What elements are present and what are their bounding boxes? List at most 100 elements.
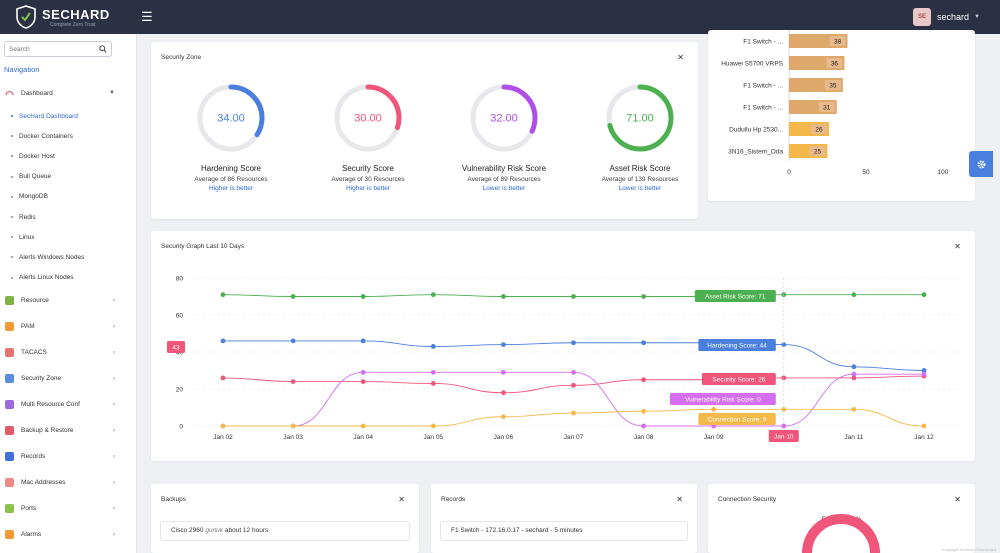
sidebar-item[interactable]: Records ›: [0, 444, 136, 470]
data-point[interactable]: [781, 375, 787, 381]
data-point[interactable]: [921, 423, 927, 429]
data-point[interactable]: [641, 294, 646, 299]
hamburger-menu-icon[interactable]: ☰: [141, 9, 153, 24]
data-point[interactable]: [571, 369, 576, 375]
data-point[interactable]: [290, 423, 296, 429]
data-point[interactable]: [290, 379, 296, 384]
list-item[interactable]: Cisco 2960 gurluk about 12 hours: [160, 521, 410, 541]
data-point[interactable]: [571, 410, 576, 416]
data-point[interactable]: [641, 340, 646, 346]
bullet-icon: [11, 195, 13, 198]
data-point[interactable]: [290, 338, 296, 344]
data-point[interactable]: [430, 369, 436, 375]
x-marker-label: Jan 10: [774, 434, 794, 441]
data-point[interactable]: [360, 338, 366, 344]
data-point[interactable]: [921, 368, 927, 373]
gauge-arc: [197, 84, 265, 152]
data-point[interactable]: [921, 292, 927, 298]
sidebar-item[interactable]: Ports ›: [0, 496, 136, 522]
data-point[interactable]: [851, 292, 857, 298]
sidebar-item-label: Dashboard: [21, 89, 53, 97]
sidebar-item[interactable]: Multi Resource Conf ›: [0, 392, 136, 418]
data-point[interactable]: [220, 423, 226, 429]
data-point[interactable]: [571, 382, 576, 388]
sidebar-subitem[interactable]: SecHard Dashboard: [0, 106, 136, 126]
data-point[interactable]: [220, 375, 226, 381]
sidebar-subitem[interactable]: Docker Containers: [0, 126, 136, 146]
close-icon[interactable]: ✕: [676, 495, 683, 504]
sidebar-item[interactable]: Security Zone ›: [0, 366, 136, 392]
gauge-ring: 32.00: [470, 84, 538, 152]
sidebar-subitem[interactable]: Docker Host: [0, 146, 136, 166]
sidebar-subitem[interactable]: Linux: [0, 227, 136, 247]
data-point[interactable]: [921, 371, 927, 377]
data-point[interactable]: [430, 423, 436, 429]
data-point[interactable]: [360, 369, 366, 375]
gauge-link[interactable]: Lower is better: [482, 185, 526, 192]
data-point[interactable]: [430, 292, 436, 298]
sidebar-item[interactable]: Mac Addresses ›: [0, 470, 136, 496]
y-marker-box: [167, 341, 185, 353]
data-point[interactable]: [711, 406, 717, 412]
data-point[interactable]: [501, 342, 506, 347]
data-point[interactable]: [781, 423, 787, 429]
data-point[interactable]: [641, 408, 646, 414]
gauge-link[interactable]: Lower is better: [618, 185, 662, 192]
sidebar-subitem[interactable]: Redis: [0, 207, 136, 227]
data-point[interactable]: [781, 342, 787, 347]
chevron-right-icon: ›: [113, 427, 115, 434]
sidebar-subitem[interactable]: Bull Queue: [0, 167, 136, 187]
chevron-right-icon: ›: [113, 323, 115, 330]
data-point[interactable]: [501, 390, 506, 396]
gauge-arc: [470, 84, 538, 152]
sidebar-item[interactable]: TACACS ›: [0, 340, 136, 366]
data-point[interactable]: [781, 406, 787, 412]
brand-logo[interactable]: SECHARD Complete Zero Trust: [16, 4, 136, 30]
close-icon[interactable]: ✕: [954, 242, 961, 251]
gauge-link[interactable]: Higher is better: [345, 185, 391, 192]
data-point[interactable]: [851, 371, 857, 377]
data-point[interactable]: [501, 414, 506, 420]
search-input[interactable]: [5, 42, 93, 56]
list-item[interactable]: F1 Switch - 172.16.0.17 - sechard - 5 mi…: [440, 521, 688, 541]
bar-value-label: 25: [814, 149, 822, 156]
sidebar-item[interactable]: Alarms ›: [0, 522, 136, 548]
data-point[interactable]: [501, 369, 506, 375]
sidebar-item-dashboard[interactable]: Dashboard ▼: [0, 80, 136, 106]
sidebar-subitem[interactable]: MongoDB: [0, 187, 136, 207]
data-point[interactable]: [360, 423, 366, 429]
sidebar-subitem-label: SecHard Dashboard: [19, 112, 78, 120]
data-point[interactable]: [501, 294, 506, 299]
menu-icon: [5, 530, 14, 540]
data-point[interactable]: [851, 406, 857, 412]
data-point[interactable]: [290, 294, 296, 299]
close-icon[interactable]: ✕: [677, 53, 684, 62]
data-point[interactable]: [220, 338, 226, 344]
data-point[interactable]: [571, 340, 576, 346]
data-point[interactable]: [851, 364, 857, 370]
settings-button[interactable]: [969, 151, 993, 177]
data-point[interactable]: [641, 423, 646, 429]
sidebar-item[interactable]: Resource ›: [0, 288, 136, 314]
data-point[interactable]: [571, 294, 576, 299]
sidebar-item[interactable]: PAM ›: [0, 314, 136, 340]
bar-category-label: F1 Switch - ...: [743, 105, 783, 112]
data-point[interactable]: [430, 381, 436, 386]
sidebar-subitem[interactable]: Alerts Windows Nodes: [0, 247, 136, 267]
sidebar-item-label: Records: [21, 453, 46, 461]
user-menu[interactable]: SE sechard ▼: [913, 6, 980, 28]
data-point[interactable]: [851, 375, 857, 381]
data-point[interactable]: [430, 344, 436, 349]
data-point[interactable]: [641, 377, 646, 383]
close-icon[interactable]: ✕: [954, 495, 961, 504]
data-point[interactable]: [220, 292, 226, 298]
sidebar-subitem[interactable]: Alerts Linux Nodes: [0, 268, 136, 288]
sidebar-item[interactable]: Backup & Restore ›: [0, 418, 136, 444]
data-point[interactable]: [360, 294, 366, 299]
data-point[interactable]: [360, 379, 366, 384]
connection-donut-chart: [802, 514, 880, 553]
close-icon[interactable]: ✕: [398, 495, 405, 504]
search-icon[interactable]: [99, 45, 107, 53]
gauge-link[interactable]: Higher is better: [208, 185, 254, 192]
